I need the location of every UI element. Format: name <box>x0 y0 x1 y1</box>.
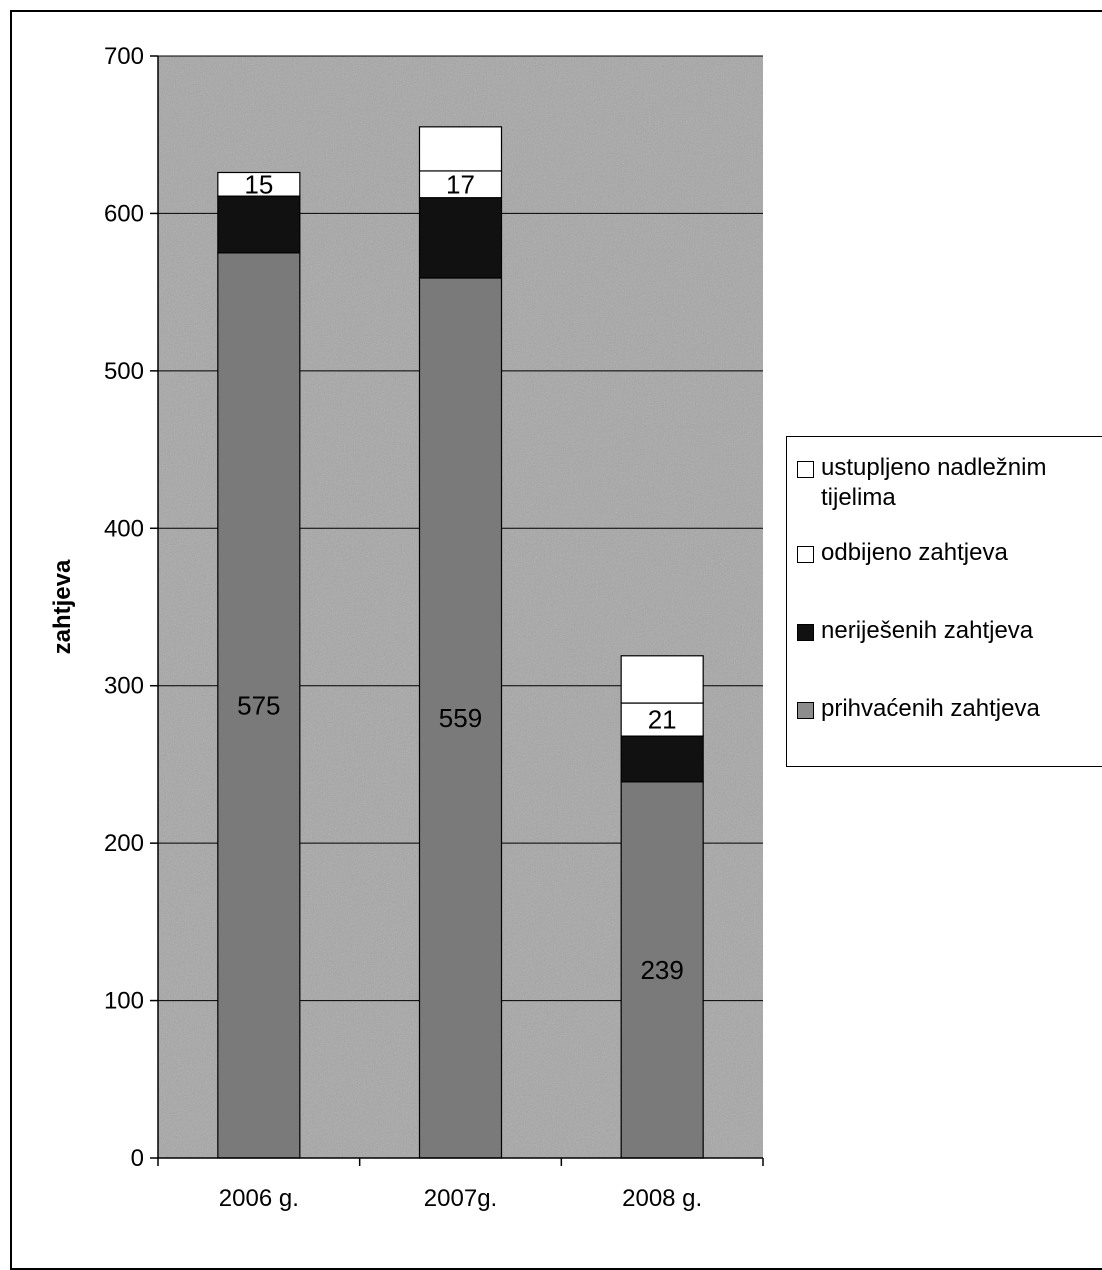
bar-segment <box>418 277 503 1159</box>
x-tick-label: 2007g. <box>424 1185 497 1212</box>
bar-segment <box>620 702 704 737</box>
legend-swatch-prihvacenih <box>797 702 814 719</box>
y-tick-label: 600 <box>104 200 144 227</box>
bar-segment <box>620 655 704 704</box>
y-tick-label: 100 <box>104 988 144 1015</box>
x-tick-label: 2008 g. <box>622 1185 702 1212</box>
bars <box>217 126 704 1159</box>
legend-swatch-ustupljeno <box>797 461 814 478</box>
legend-swatch-nerijesenih <box>797 624 814 641</box>
data-label: 239 <box>640 955 683 985</box>
legend-label-nerijesenih: neriješenih zahtjeva <box>821 617 1034 644</box>
legend-swatch-odbijeno <box>797 546 814 563</box>
x-tick-label: 2006 g. <box>219 1185 299 1212</box>
bar-segment <box>217 252 301 1159</box>
y-tick-label: 400 <box>104 515 144 542</box>
legend-item-ustupljeno: ustupljeno nadležnim tijelima <box>797 453 1101 513</box>
legend-label-prihvacenih: prihvaćenih zahtjeva <box>821 695 1040 722</box>
y-tick-label: 700 <box>104 43 144 70</box>
data-label: 17 <box>446 169 475 199</box>
axes: 0 100 200 300 400 500 600 700 2006 g. 2007g. 2008 … <box>104 43 764 1212</box>
y-tick-label: 300 <box>104 673 144 700</box>
y-tick-label: 500 <box>104 358 144 385</box>
data-label: 575 <box>237 690 280 720</box>
y-tick-label: 0 <box>131 1145 144 1172</box>
data-label: 15 <box>244 169 273 199</box>
bar-segment <box>418 170 503 199</box>
data-labels: 575 15 559 17 239 21 <box>237 169 684 985</box>
bar-segment <box>418 126 503 172</box>
legend-item-nerijesenih: neriješenih zahtjeva <box>797 616 1101 646</box>
y-axis-label: zahtjeva <box>49 559 76 654</box>
bar-segment <box>620 735 704 783</box>
y-tick-label: 200 <box>104 830 144 857</box>
bar-segment <box>217 195 301 254</box>
legend-label-odbijeno: odbijeno zahtjeva <box>821 539 1008 566</box>
data-label: 21 <box>648 705 677 735</box>
legend-item-prihvacenih: prihvaćenih zahtjeva <box>797 694 1101 724</box>
stacked-bar-chart: 0 100 200 300 400 500 600 700 2006 g. 2007g. 2008 … <box>49 43 764 1212</box>
legend-label-ustupljeno: ustupljeno nadležnim tijelima <box>821 454 1047 511</box>
legend: ustupljeno nadležnim tijelima odbijeno z… <box>786 436 1102 767</box>
data-label: 559 <box>439 703 482 733</box>
bar-segment <box>217 171 301 197</box>
legend-item-odbijeno: odbijeno zahtjeva <box>797 538 1101 568</box>
bar-segment <box>418 197 503 279</box>
